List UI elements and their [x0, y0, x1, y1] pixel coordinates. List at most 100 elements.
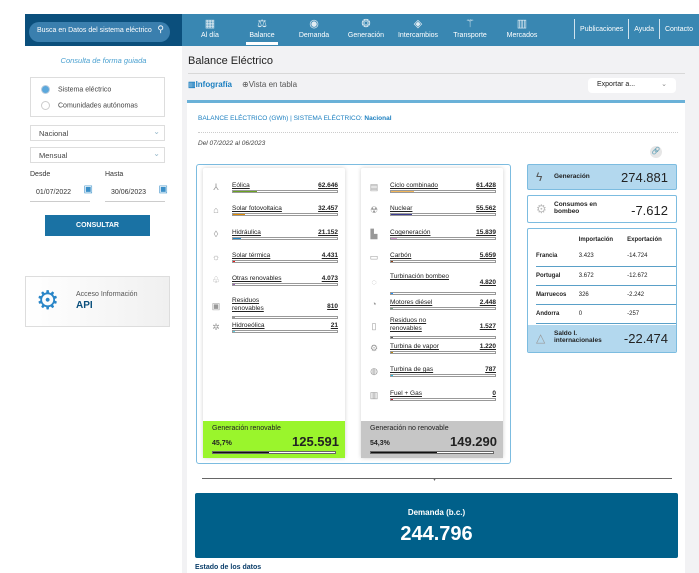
to-date-input[interactable]: 30/06/2023 ▣ — [105, 184, 168, 202]
granularity-select[interactable]: Mensual ⌄ — [30, 147, 165, 163]
exchange-row: Portugal 3.672 -12.672 — [536, 266, 676, 286]
nav-link-contacto[interactable]: Contacto — [664, 25, 693, 33]
source-bar-fill — [391, 352, 393, 353]
guided-query-title: Consulta de forma guiada — [60, 56, 147, 65]
source-bar-fill — [391, 261, 394, 262]
source-bar — [232, 330, 338, 333]
col-import: Importación — [578, 237, 614, 243]
source-value: 15.839 — [476, 229, 496, 236]
source-bar-fill — [233, 317, 235, 318]
source-bar-fill — [391, 308, 393, 309]
source-value: 0 — [492, 390, 496, 397]
demand-value: 244.796 — [400, 523, 473, 545]
country: Francia — [536, 247, 579, 267]
nav-demanda[interactable]: ◉ Demanda — [288, 17, 340, 39]
calendar-icon[interactable]: ▣ — [158, 184, 168, 195]
export-dropdown[interactable]: Exportar a... ⌄ — [588, 78, 676, 93]
consult-button[interactable]: CONSULTAR — [45, 215, 150, 236]
pumping-label: Consumos en bombeo — [554, 201, 597, 215]
chevron-down-icon: ⌄ — [153, 149, 160, 158]
main-nav: Publicaciones Ayuda Contacto ▦ Al día ⚖ Balan… — [182, 14, 699, 46]
nav-link-publicaciones[interactable]: Publicaciones — [580, 25, 624, 33]
chart-icon: ▥ — [188, 80, 196, 89]
diesel-engine-icon: ◔ — [371, 299, 377, 309]
import-value: 326 — [578, 285, 628, 305]
source-name: Motores diésel — [390, 299, 433, 306]
source-value: 4.073 — [321, 275, 338, 282]
source-bar — [390, 260, 496, 263]
link-icon[interactable]: 🔗 — [650, 146, 662, 158]
search-icon[interactable]: ⚲ — [157, 24, 164, 34]
source-value: 62.646 — [318, 182, 338, 189]
nav-alda[interactable]: ▦ Al día — [184, 17, 236, 39]
waste-bin-icon: ▯ — [371, 321, 377, 331]
solar-panel-icon: ⌂ — [213, 205, 219, 215]
generation-box: ϟ Generación 274.881 — [527, 164, 677, 190]
nav-generacin[interactable]: ❂ Generación — [340, 17, 392, 39]
triangle-icon: △ — [536, 331, 546, 345]
demand-icon: ◉ — [309, 18, 319, 30]
source-value: 5.659 — [479, 252, 496, 259]
region-select[interactable]: Nacional ⌄ — [30, 125, 165, 141]
nav-transporte[interactable]: ⚚ Transporte — [444, 17, 496, 39]
footer-pct: 45,7% — [212, 440, 232, 447]
footer-total: 149.290 — [450, 434, 497, 449]
calendar-icon[interactable]: ▣ — [83, 184, 93, 195]
cogeneration-icon: ▙ — [370, 229, 378, 239]
combined-cycle-icon: ▤ — [369, 182, 379, 192]
source-value: 61.428 — [476, 182, 496, 189]
demand-label: Demanda (b.c.) — [407, 508, 466, 517]
source-name: Solar fotovoltaica — [232, 205, 282, 212]
renewable-footer: Generación renovable 45,7% 125.591 — [203, 421, 345, 458]
source-name: Turbinación bombeo — [390, 273, 450, 280]
tab-table-view[interactable]: ⊕Vista en tabla — [242, 80, 298, 89]
source-bar-fill — [233, 284, 235, 285]
source-bar — [232, 213, 338, 216]
wind-turbine-icon: ⅄ — [213, 182, 219, 192]
generation-label: Generación — [554, 173, 590, 180]
source-value: 21.152 — [318, 229, 338, 236]
period-text: Del 07/2022 al 06/2023 — [198, 140, 266, 147]
markets-icon: ▥ — [516, 18, 528, 30]
share-bar-fill — [371, 452, 438, 453]
source-bar-fill — [233, 191, 257, 192]
source-bar — [232, 190, 338, 193]
search-placeholder: Busca en Datos del sistema eléctrico — [37, 27, 152, 34]
nav-intercambios[interactable]: ◈ Intercambios — [392, 17, 444, 39]
nav-label: Intercambios — [397, 32, 439, 39]
nav-mercados[interactable]: ▥ Mercados — [496, 17, 548, 39]
tab-infographic[interactable]: ▥Infografía — [188, 80, 233, 89]
import-value: 0 — [578, 304, 628, 324]
nav-label: Mercados — [506, 32, 538, 39]
radio-electric-system[interactable]: Sistema eléctrico — [41, 85, 111, 94]
pumping-value: -7.612 — [631, 203, 668, 218]
steam-turbine-icon: ⚙ — [369, 343, 379, 353]
nav-balance[interactable]: ⚖ Balance — [236, 17, 288, 45]
radio-autonomous-communities[interactable]: Comunidades autónomas — [41, 101, 138, 110]
footer-pct: 54,3% — [370, 440, 390, 447]
calendar-icon: ▦ — [204, 18, 216, 30]
from-date-input[interactable]: 01/07/2022 ▣ — [30, 184, 93, 202]
divider — [202, 478, 672, 479]
source-value: 4.431 — [321, 252, 338, 259]
source-name: Fuel + Gas — [390, 390, 422, 397]
footer-label: Generación renovable — [212, 425, 281, 432]
search-input[interactable]: Busca en Datos del sistema eléctrico ⚲ — [29, 22, 170, 42]
source-bar — [390, 213, 496, 216]
source-bar-fill — [391, 293, 393, 294]
hydrowind-icon: ✲ — [212, 322, 220, 332]
coal-icon: ▭ — [369, 252, 379, 262]
source-name: Residuos no renovables — [390, 317, 427, 332]
source-bar — [390, 292, 496, 295]
source-bar-fill — [391, 214, 413, 215]
nav-label: Transporte — [453, 32, 487, 39]
source-bar — [390, 398, 496, 401]
api-access-link[interactable]: ⚙ Acceso Información API — [25, 276, 170, 327]
country: Portugal — [536, 266, 579, 286]
source-name: Hidráulica — [232, 229, 261, 236]
source-bar-fill — [233, 331, 235, 332]
page-title: Balance Eléctrico — [188, 55, 273, 67]
country: Marruecos — [536, 285, 579, 305]
renewable-column: Generación renovable 45,7% 125.591 ⅄ Eól… — [203, 168, 345, 458]
nav-link-ayuda[interactable]: Ayuda — [634, 25, 654, 33]
